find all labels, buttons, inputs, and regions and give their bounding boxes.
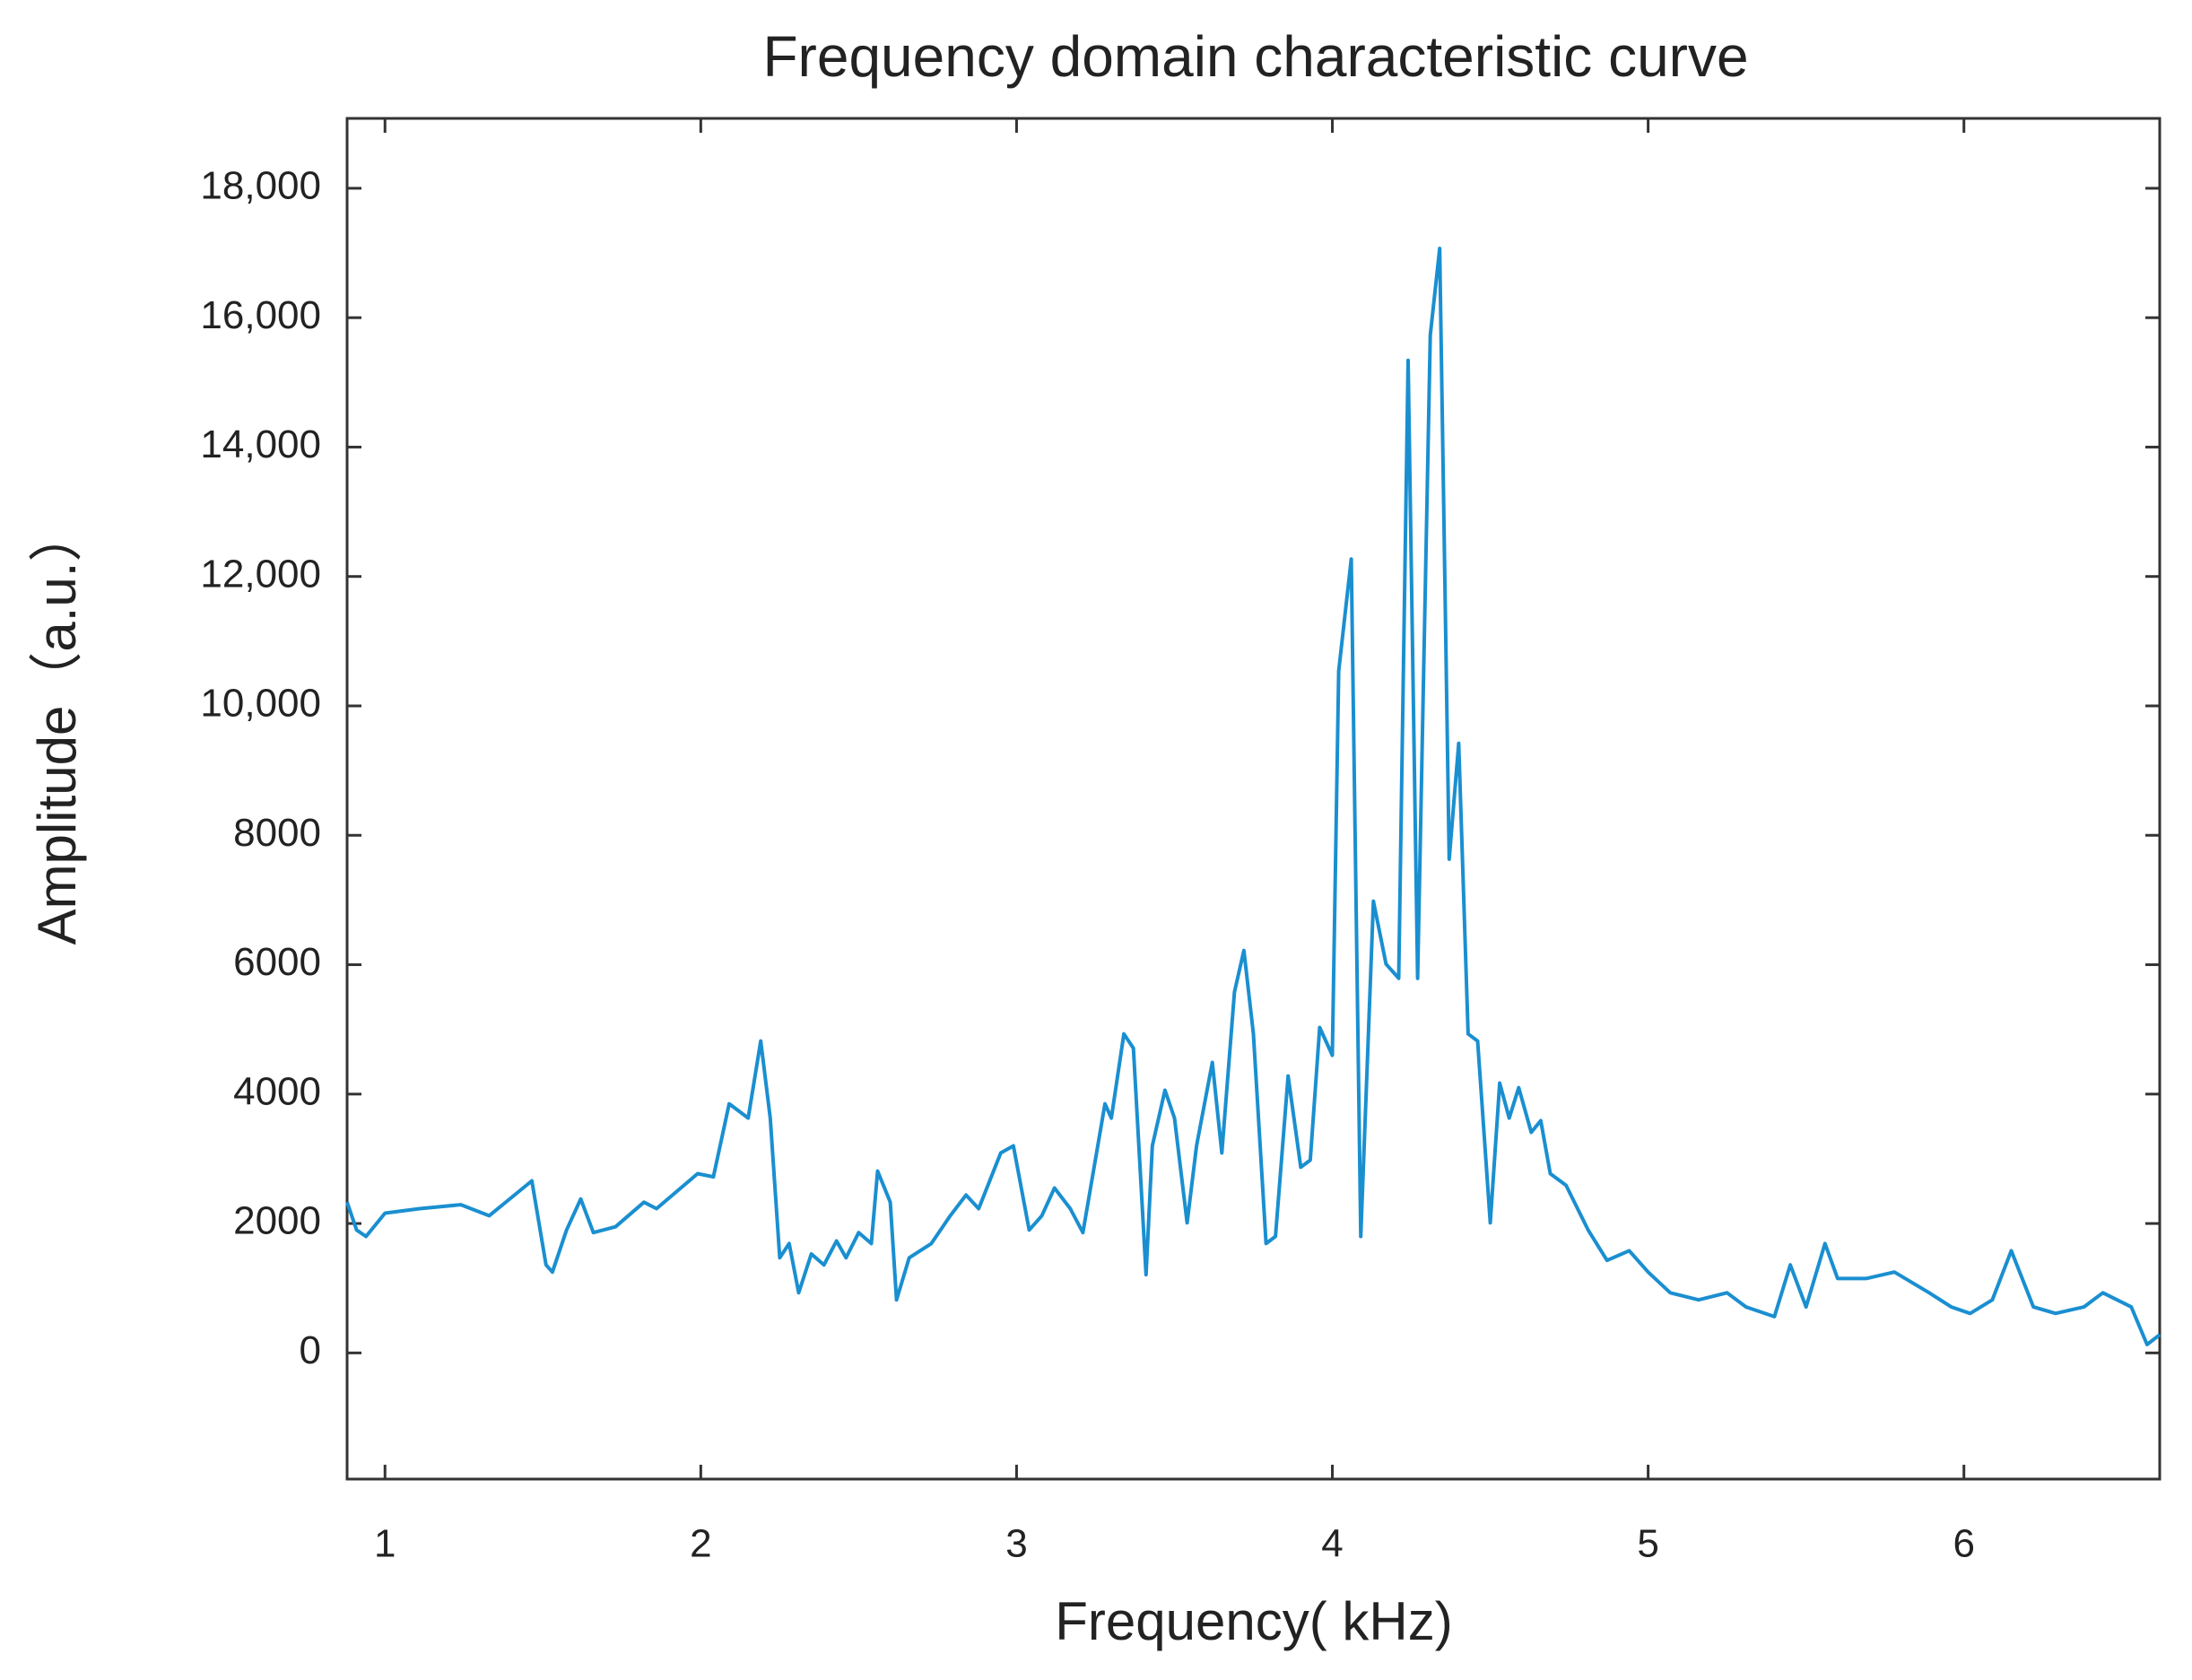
x-tick-label: 5 [1637,1522,1658,1566]
y-tick-label: 16,000 [200,293,321,337]
chart-title: Frequency domain characteristic curve [762,24,1748,89]
y-tick-label: 18,000 [200,164,321,208]
x-tick-label: 1 [374,1522,396,1566]
y-tick-label: 2000 [233,1199,321,1243]
y-tick-label: 6000 [233,940,321,984]
data-line [345,247,2162,1346]
y-tick-label: 14,000 [200,422,321,466]
y-tick-label: 4000 [233,1069,321,1113]
y-tick-label: 8000 [233,811,321,855]
x-tick-label: 4 [1321,1522,1343,1566]
plot-frame [345,117,2162,1481]
y-tick-label: 12,000 [200,552,321,596]
y-tick-label: 10,000 [200,682,321,726]
x-tick-label: 3 [1005,1522,1027,1566]
x-tick-label: 2 [690,1522,711,1566]
x-axis-label: Frequency( kHz) [1055,1591,1452,1651]
y-tick-label: 0 [300,1328,321,1372]
y-axis-label: Amplitude（a.u.） [27,509,87,945]
x-tick-label: 6 [1953,1522,1974,1566]
